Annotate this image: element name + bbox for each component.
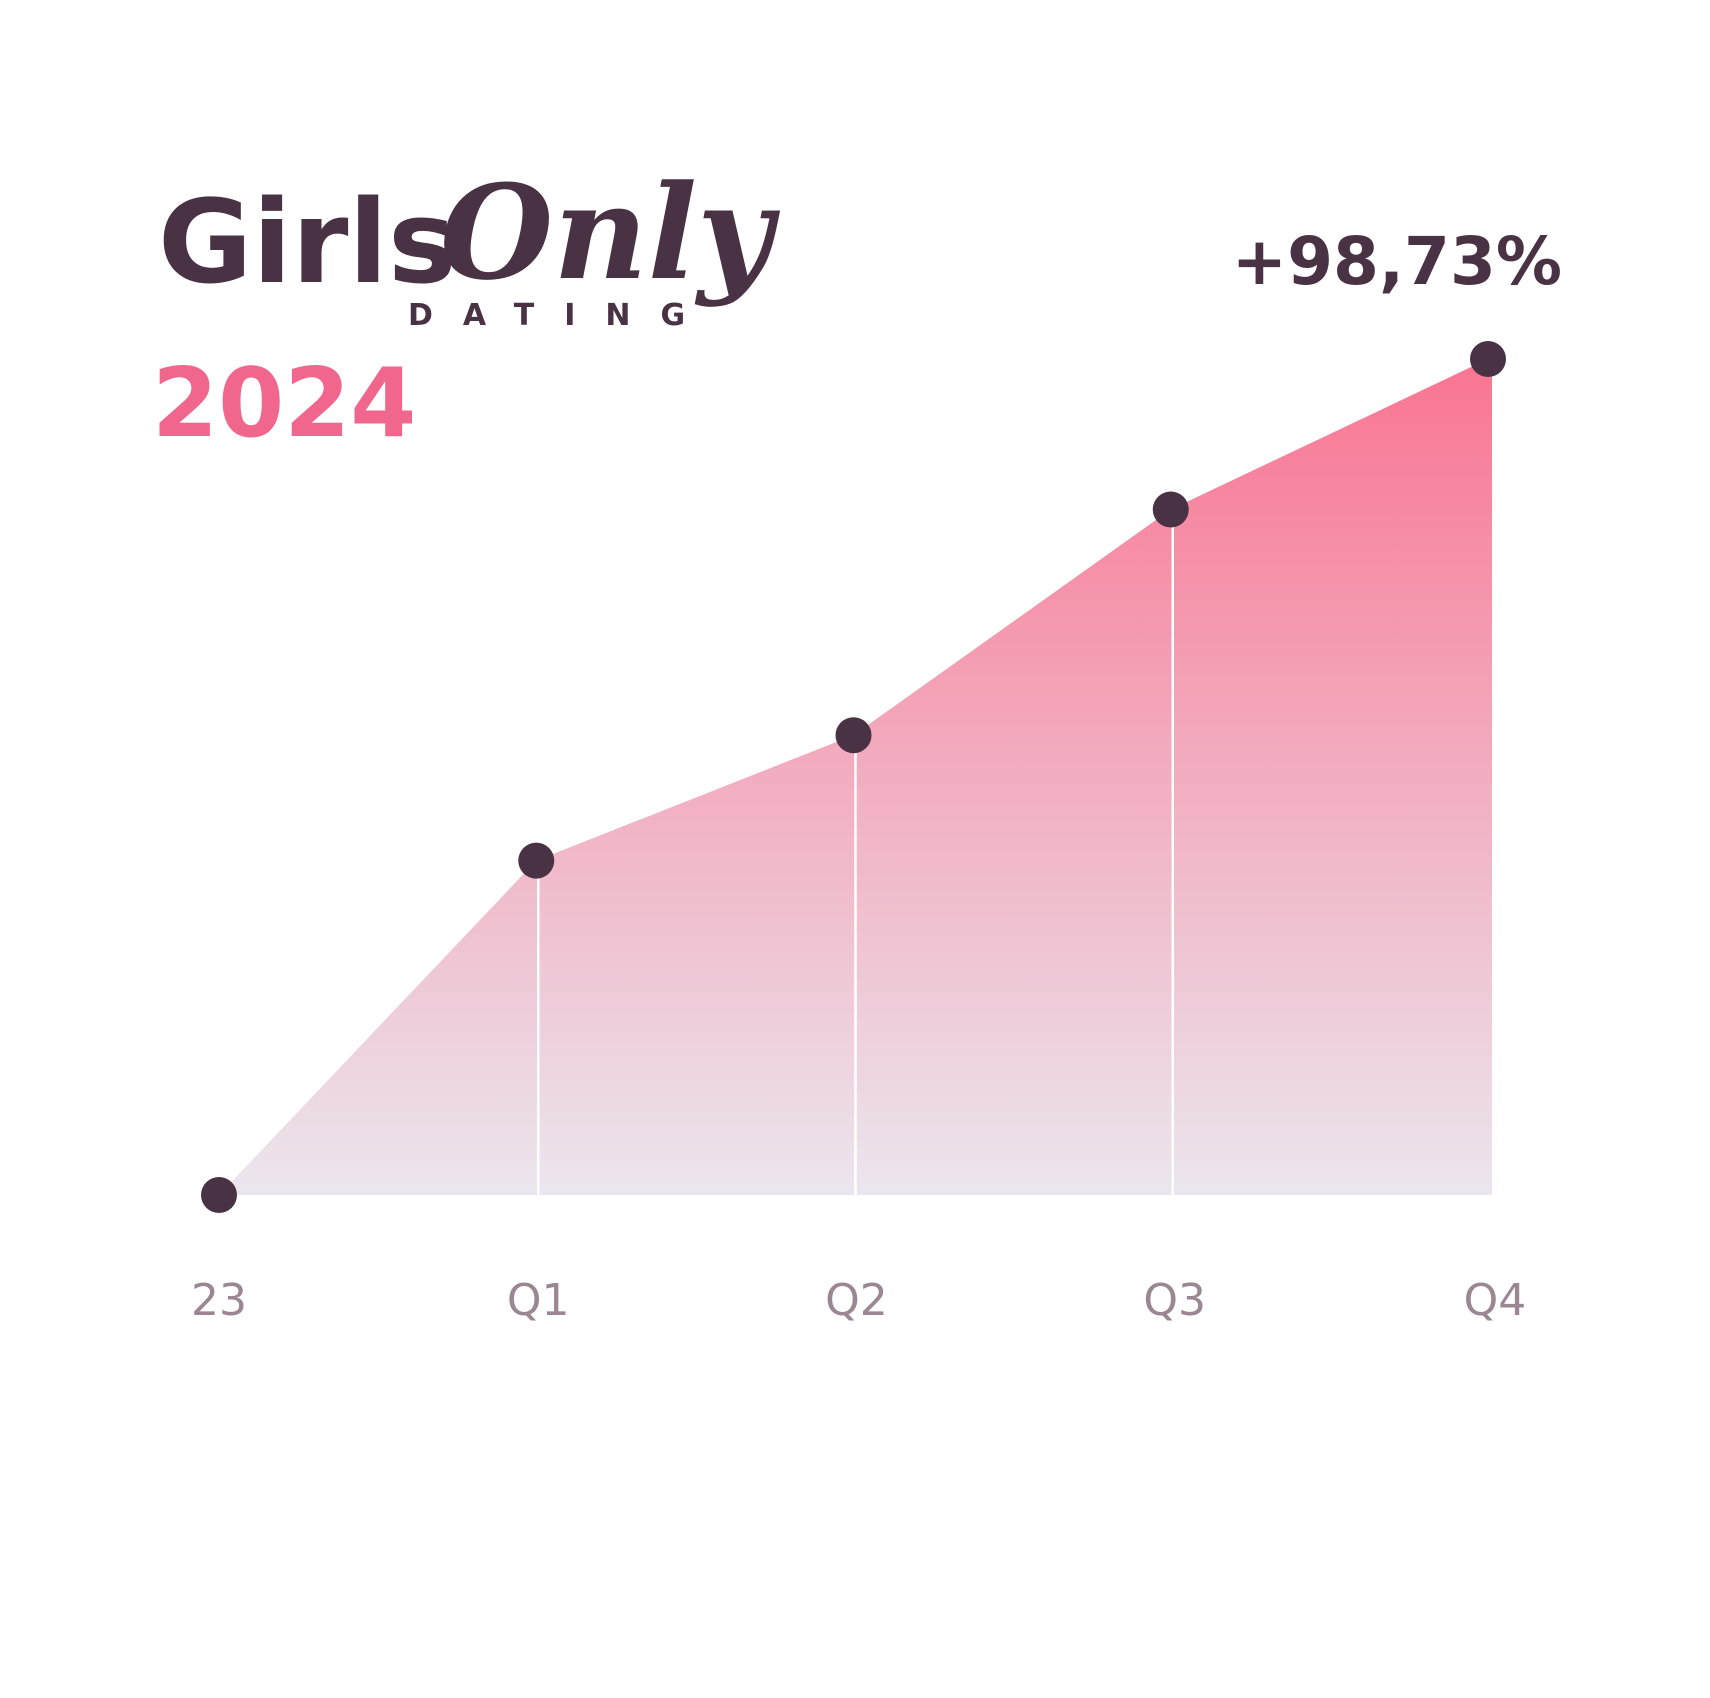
data-point-q4	[1470, 341, 1506, 377]
year-label: 2024	[152, 349, 416, 459]
drop-lines	[537, 509, 1174, 1195]
area-chart: 23 Q1 Q2 Q3 Q4	[191, 341, 1526, 1326]
x-tick-q4: Q4	[1464, 1275, 1527, 1326]
data-point-q3	[1152, 491, 1189, 528]
x-tick-q3: Q3	[1143, 1275, 1206, 1326]
data-points	[201, 341, 1506, 1213]
brand-name-only: Only	[440, 156, 780, 309]
growth-label: +98,73%	[1232, 223, 1562, 300]
brand-logo: Girls Only DATING	[158, 156, 780, 333]
data-point-23	[201, 1177, 237, 1213]
x-tick-q2: Q2	[825, 1275, 888, 1326]
data-point-q1	[518, 842, 555, 879]
x-tick-q1: Q1	[507, 1275, 570, 1326]
x-tick-23: 23	[191, 1275, 247, 1326]
brand-tagline: DATING	[408, 298, 715, 333]
x-axis-ticks: 23 Q1 Q2 Q3 Q4	[191, 1275, 1526, 1326]
data-point-q2	[835, 717, 872, 754]
brand-name-girls: Girls	[158, 176, 456, 310]
